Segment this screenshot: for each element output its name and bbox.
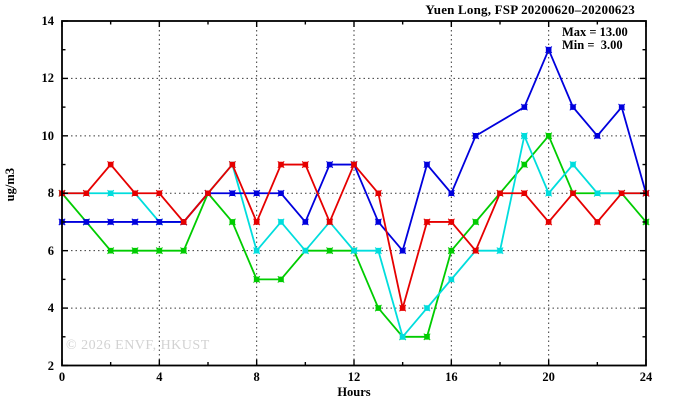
series-blue-marker [399, 247, 407, 255]
series-red-marker [82, 189, 90, 197]
series-red-marker [399, 304, 407, 312]
y-tick-label: 6 [47, 243, 54, 258]
series-cyan-marker [301, 247, 309, 255]
series-cyan-marker [447, 275, 455, 283]
series-red-marker [326, 218, 334, 226]
series-blue-marker [301, 218, 309, 226]
series-cyan-marker [496, 247, 504, 255]
series-red-marker [131, 189, 139, 197]
series-blue-marker [374, 218, 382, 226]
series-cyan-marker [253, 247, 261, 255]
series-blue-marker [447, 189, 455, 197]
series-red-marker [180, 218, 188, 226]
y-tick-label: 4 [47, 301, 54, 316]
series-red-marker [496, 189, 504, 197]
series-green-marker [423, 333, 431, 341]
series-blue-marker [131, 218, 139, 226]
series-red-marker [423, 218, 431, 226]
series-green-marker [520, 160, 528, 169]
series-green-marker [228, 218, 236, 226]
series-red-marker [253, 218, 261, 226]
x-tick-label: 16 [445, 370, 458, 384]
series-blue-marker [618, 103, 626, 111]
series-blue-marker [277, 189, 285, 197]
x-tick-label: 12 [347, 370, 361, 384]
series-green-marker [155, 247, 163, 255]
series-red-marker [520, 189, 528, 197]
series-blue-marker [82, 218, 90, 226]
series-red-marker [472, 247, 480, 255]
series-blue-marker [423, 160, 431, 169]
series-blue-marker [228, 189, 236, 197]
x-tick-label: 4 [156, 370, 163, 384]
series-green-marker [277, 275, 285, 283]
series-red-marker [155, 189, 163, 197]
series-blue-marker [593, 132, 601, 140]
series-green-marker [447, 247, 455, 255]
series-red-marker [107, 160, 115, 169]
series-blue-marker [569, 103, 577, 111]
x-tick-label: 20 [542, 370, 555, 384]
series-blue-marker [253, 189, 261, 197]
series-green-marker [253, 275, 261, 283]
x-tick-label: 24 [639, 370, 653, 384]
x-tick-label: 0 [58, 370, 66, 384]
series-cyan-marker [545, 189, 553, 197]
series-red-marker [228, 160, 236, 169]
series-cyan-marker [520, 132, 528, 140]
legend-max-label: Max = 13.00 [562, 25, 628, 39]
legend-min-label: Min = 3.00 [562, 38, 623, 52]
series-blue-marker [155, 218, 163, 226]
series-blue-line [62, 47, 647, 253]
series-cyan-marker [107, 189, 115, 197]
series-cyan-marker [277, 218, 285, 226]
legend: Max = 13.00 Min = 3.00 [562, 26, 628, 52]
y-tick-label: 12 [41, 71, 55, 86]
series-red-marker [569, 189, 577, 197]
y-tick-label: 14 [41, 14, 55, 28]
series-red-marker [301, 160, 309, 169]
x-axis-label: Hours [337, 385, 371, 399]
series-green-marker [107, 247, 115, 255]
series-cyan-marker [569, 160, 577, 169]
watermark: © 2026 ENVF, HKUST [66, 338, 210, 353]
series-blue-marker [520, 103, 528, 111]
series-red-marker [545, 218, 553, 226]
series-red-marker [277, 160, 285, 169]
series-red-marker [618, 189, 626, 197]
series-cyan-marker [423, 304, 431, 312]
series-cyan-marker [350, 247, 358, 255]
series-green-marker [545, 132, 553, 140]
y-tick-label: 10 [41, 128, 55, 143]
series-cyan-marker [593, 189, 601, 197]
series-red-marker [593, 218, 601, 226]
series-red-marker [204, 189, 212, 197]
series-red-marker [350, 160, 358, 169]
series-green-marker [180, 247, 188, 255]
series-green-marker [131, 247, 139, 255]
series-red-marker [374, 189, 382, 197]
series-blue-marker [326, 160, 334, 169]
y-tick-label: 8 [47, 186, 54, 201]
series-blue-marker [545, 46, 553, 54]
series-blue-marker [472, 132, 480, 140]
series-blue-marker [107, 218, 115, 226]
series-green-marker [374, 304, 382, 312]
series-cyan-marker [374, 247, 382, 255]
series-green-marker [326, 247, 334, 255]
chart-title: Yuen Long, FSP 20200620–20200623 [425, 2, 635, 17]
x-tick-label: 8 [253, 370, 260, 384]
y-tick-label: 2 [47, 358, 54, 373]
series-green-marker [472, 218, 480, 226]
series-cyan-marker [399, 333, 407, 341]
series-red-marker [447, 218, 455, 226]
